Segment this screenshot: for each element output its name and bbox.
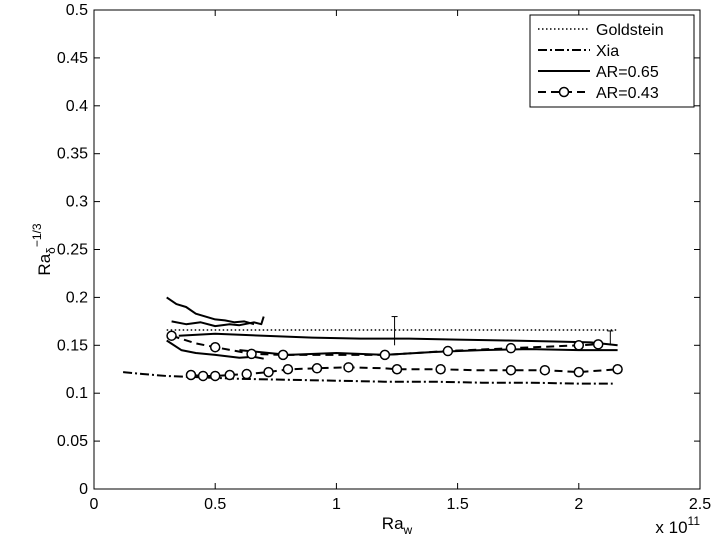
data-marker [343, 362, 354, 373]
data-marker [246, 348, 257, 360]
legend-item: Xia [538, 43, 619, 60]
data-marker [505, 342, 517, 354]
error-bar [391, 316, 398, 346]
data-marker [592, 339, 604, 350]
x-tick-label: 2 [574, 496, 583, 513]
x-axis-label: Raw [382, 514, 413, 537]
data-marker [505, 364, 517, 376]
legend-label: Xia [596, 43, 619, 60]
series-ar-0-65 [166, 296, 618, 360]
data-marker [166, 330, 177, 341]
y-tick-label: 0.4 [66, 98, 88, 115]
y-tick-label: 0.35 [57, 146, 88, 163]
legend-label: AR=0.43 [596, 85, 659, 102]
series-line [190, 366, 618, 377]
x-axis-multiplier: x 1011 [655, 514, 700, 537]
x-axis-multiplier-exponent: 11 [688, 514, 701, 528]
data-marker [277, 349, 289, 361]
y-axis-label-superscript: −1/3 [30, 223, 44, 247]
data-marker [442, 345, 454, 357]
y-tick-label: 0.1 [66, 385, 88, 402]
legend-marker [558, 86, 570, 98]
y-tick-label: 0.2 [66, 289, 88, 306]
data-marker [241, 368, 252, 380]
data-marker [573, 340, 585, 351]
data-marker [185, 369, 197, 381]
data-marker [311, 363, 323, 374]
series-line [171, 316, 265, 328]
legend-label: AR=0.65 [596, 64, 659, 81]
y-tick-label: 0.15 [57, 337, 88, 354]
y-tick-label: 0.25 [57, 242, 88, 259]
data-marker [282, 364, 294, 375]
x-tick-label: 1.5 [446, 496, 468, 513]
data-marker [435, 364, 446, 375]
data-marker [612, 364, 623, 375]
data-marker [209, 341, 221, 353]
data-marker [197, 370, 209, 382]
series-line [123, 371, 613, 385]
legend-item: AR=0.43 [538, 85, 659, 102]
series-line [178, 332, 618, 347]
x-axis-multiplier-base: x 10 [655, 518, 687, 537]
series-line [171, 334, 599, 356]
data-marker [379, 349, 391, 361]
series-xia [123, 371, 613, 385]
data-marker [573, 366, 585, 378]
y-tick-label: 0.45 [57, 50, 88, 67]
series-line [239, 348, 618, 356]
y-tick-label: 0.3 [66, 194, 88, 211]
y-axis-label-main: Ra [35, 253, 54, 275]
series-ar-0-43 [166, 330, 623, 382]
y-tick-label: 0 [79, 481, 88, 498]
legend: Goldstein Xia AR=0.65 AR=0.43 [529, 14, 695, 108]
data-marker [224, 369, 235, 381]
x-axis-label-main: Ra [382, 514, 404, 533]
data-marker [539, 364, 551, 376]
x-tick-label: 2.5 [689, 496, 711, 513]
x-axis-label-subscript: w [403, 523, 413, 537]
x-tick-label: 0.5 [204, 496, 226, 513]
y-axis-label-subscript: δ [44, 247, 58, 254]
y-tick-label: 0.5 [66, 2, 88, 19]
series-line [166, 296, 255, 326]
legend-item: Goldstein [538, 22, 664, 39]
error-bar [607, 330, 614, 346]
legend-label: Goldstein [596, 22, 664, 39]
y-tick-label: 0.05 [57, 433, 88, 450]
data-marker [263, 366, 274, 378]
plot-frame [93, 9, 701, 490]
y-axis-label: Raδ−1/3 [30, 223, 58, 275]
legend-item: AR=0.65 [538, 64, 659, 81]
x-tick-label: 0 [90, 496, 99, 513]
data-marker [209, 370, 221, 382]
x-tick-label: 1 [332, 496, 341, 513]
data-marker [391, 364, 403, 375]
